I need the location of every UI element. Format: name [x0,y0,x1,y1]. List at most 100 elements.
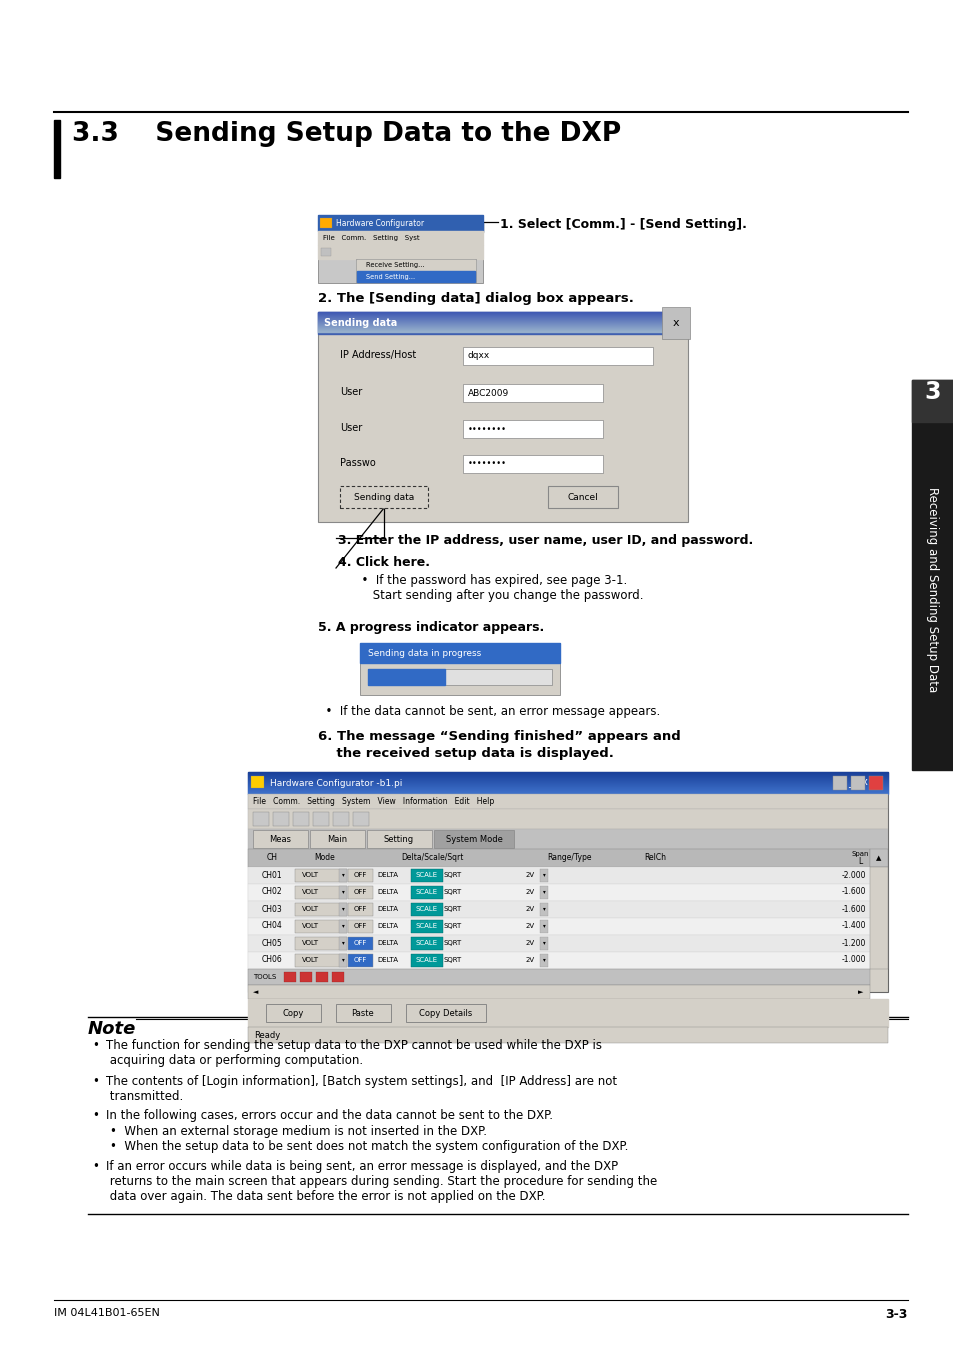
Bar [248,1027,887,1044]
Bar [348,954,373,967]
Bar [348,903,373,917]
Text: VOLT: VOLT [302,957,319,963]
Text: OFF: OFF [353,957,366,963]
Text: OFF: OFF [353,872,366,878]
Text: SCALE: SCALE [416,906,437,913]
Bar [348,937,373,950]
Text: DELTA: DELTA [377,872,398,878]
Bar [335,1004,391,1022]
Text: SCALE: SCALE [416,957,437,963]
Text: 3.3    Sending Setup Data to the DXP: 3.3 Sending Setup Data to the DXP [71,122,620,147]
Bar [248,829,887,849]
Text: the received setup data is displayed.: the received setup data is displayed. [317,747,613,760]
Bar [368,670,552,684]
Text: ▾: ▾ [542,923,545,929]
Text: File   Comm.   Setting   System   View   Information   Edit   Help: File Comm. Setting System View Informati… [253,796,494,806]
Bar [462,420,602,437]
Text: Sending data: Sending data [324,319,396,328]
Bar [248,772,887,992]
Text: In the following cases, errors occur and the data cannot be sent to the DXP.: In the following cases, errors occur and… [106,1108,553,1122]
Text: SCALE: SCALE [416,872,437,878]
Bar [539,869,547,882]
Text: 1. Select [Comm.] - [Send Setting].: 1. Select [Comm.] - [Send Setting]. [499,217,746,231]
Text: Copy Details: Copy Details [419,1008,472,1018]
Bar [317,312,687,333]
Text: Hardware Configurator: Hardware Configurator [335,219,424,228]
Bar [911,379,953,770]
Bar [320,248,331,256]
Bar [248,794,887,809]
Text: TOOLS: TOOLS [253,973,276,980]
Text: OFF: OFF [353,923,366,929]
Text: Meas: Meas [269,834,291,844]
Text: User: User [339,423,362,433]
Text: Paste: Paste [352,1008,374,1018]
Text: ▾: ▾ [542,957,545,963]
Text: Cancel: Cancel [567,493,598,501]
Text: VOLT: VOLT [302,906,319,913]
Bar [248,936,869,952]
Text: 3: 3 [923,379,941,404]
Text: Send Setting...: Send Setting... [366,274,415,279]
Bar [294,903,347,917]
Bar [539,954,547,967]
Text: OFF: OFF [353,940,366,946]
Bar [253,811,269,826]
Bar [411,869,442,882]
Text: File   Comm.   Setting   Syst: File Comm. Setting Syst [323,235,419,242]
Text: CH01: CH01 [261,871,282,879]
Text: •: • [91,1108,99,1122]
Text: IM 04L41B01-65EN: IM 04L41B01-65EN [54,1308,160,1318]
Text: ▾: ▾ [341,890,344,895]
Bar [284,972,295,981]
Bar [294,919,347,933]
Text: ABC2009: ABC2009 [468,389,509,397]
Bar [339,486,428,508]
Bar [406,1004,485,1022]
Text: •: • [91,1040,99,1052]
Bar [315,972,328,981]
Bar [869,849,887,867]
Bar [248,952,869,969]
Text: ••••••••: •••••••• [468,459,506,468]
Bar [294,954,347,967]
Bar [313,811,329,826]
Text: DELTA: DELTA [377,940,398,946]
Bar [248,999,887,1027]
Text: dqxx: dqxx [468,351,490,360]
Text: If an error occurs while data is being sent, an error message is displayed, and : If an error occurs while data is being s… [106,1160,657,1203]
Bar [356,271,475,282]
Text: VOLT: VOLT [302,923,319,929]
Bar [251,776,264,788]
Text: User: User [339,387,362,397]
Text: Sending data: Sending data [354,493,414,501]
Text: SCALE: SCALE [416,940,437,946]
Text: ▾: ▾ [542,941,545,945]
Text: 2V: 2V [525,940,534,946]
Text: Hardware Configurator -b1.pi: Hardware Configurator -b1.pi [270,779,402,787]
Text: •  When an external storage medium is not inserted in the DXP.: • When an external storage medium is not… [110,1125,486,1138]
Bar [359,643,559,663]
Text: ▾: ▾ [341,923,344,929]
Bar [832,776,846,790]
Bar [266,1004,320,1022]
Text: Delta/Scale/Sqrt: Delta/Scale/Sqrt [400,853,463,863]
Bar [338,903,347,917]
Bar [338,919,347,933]
Text: •  If the password has expired, see page 3-1.: • If the password has expired, see page … [354,574,626,587]
Bar [248,900,869,918]
Bar [248,867,869,884]
Bar [248,918,869,936]
Bar [319,217,332,228]
Text: Range/Type: Range/Type [547,853,592,863]
Bar [317,244,482,259]
Text: SQRT: SQRT [443,872,461,878]
Bar [539,937,547,950]
Text: CH03: CH03 [261,904,282,914]
Bar [348,886,373,899]
Text: ►: ► [857,990,862,995]
Text: Receive Setting...: Receive Setting... [366,262,424,269]
Text: IP Address/Host: IP Address/Host [339,350,416,360]
Bar [338,937,347,950]
Text: DELTA: DELTA [377,957,398,963]
